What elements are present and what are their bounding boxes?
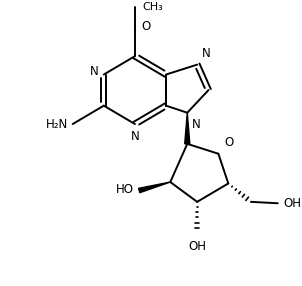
Text: O: O	[224, 136, 233, 149]
Polygon shape	[185, 113, 190, 144]
Text: CH₃: CH₃	[142, 2, 163, 12]
Text: O: O	[141, 20, 150, 33]
Text: N: N	[130, 130, 139, 143]
Polygon shape	[139, 182, 170, 193]
Text: HO: HO	[115, 183, 133, 196]
Text: H₂N: H₂N	[46, 118, 69, 130]
Text: N: N	[90, 65, 99, 78]
Text: N: N	[202, 47, 211, 59]
Text: N: N	[192, 118, 201, 131]
Text: OH: OH	[188, 240, 206, 253]
Text: OH: OH	[284, 197, 301, 210]
